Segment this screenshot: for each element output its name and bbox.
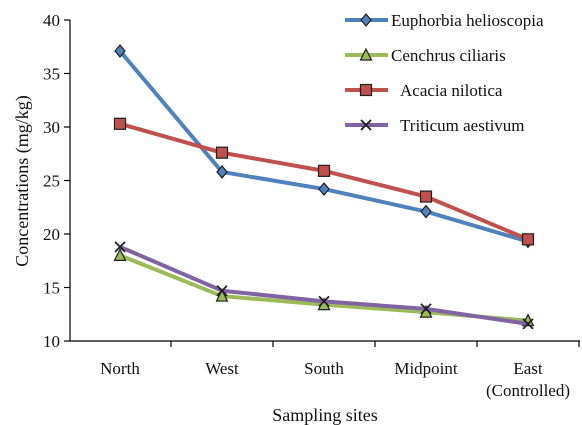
y-tick-label: 15 <box>43 279 60 298</box>
y-tick-label: 40 <box>43 11 60 30</box>
legend-label: Cenchrus ciliaris <box>391 46 506 65</box>
data-point <box>114 241 126 253</box>
y-tick-label: 10 <box>43 332 60 351</box>
y-axis-label: Concentrations (mg/kg) <box>12 95 33 266</box>
x-tick-label: North <box>100 359 140 378</box>
legend-swatch-marker <box>359 47 373 61</box>
legend-swatch-marker <box>360 119 372 131</box>
data-point <box>318 182 330 196</box>
series-line <box>119 245 529 326</box>
data-point <box>216 285 228 297</box>
legend-entry: Acacia nilotica <box>345 81 503 100</box>
x-axis-label: Sampling sites <box>272 405 378 425</box>
legend-swatch-marker <box>359 83 373 97</box>
x-tick-label: (Controlled) <box>486 381 570 400</box>
legend: Euphorbia helioscopia Cenchrus ciliaris Ac… <box>345 11 544 135</box>
data-point <box>114 44 126 58</box>
x-tick-label: West <box>205 359 239 378</box>
y-tick-label: 35 <box>43 65 60 84</box>
x-tick-label: South <box>304 359 344 378</box>
series-layer <box>113 44 535 330</box>
data-point <box>317 164 331 177</box>
data-point <box>215 288 229 302</box>
legend-entry: Triticum aestivum <box>345 116 525 135</box>
series-triticum-aestivum <box>114 241 534 330</box>
y-ticks: 10 15 20 25 30 35 40 <box>43 11 70 351</box>
data-point <box>522 318 534 330</box>
data-point <box>216 165 228 179</box>
x-tick-label: Midpoint <box>394 359 458 378</box>
data-point <box>113 117 127 130</box>
data-point <box>318 295 330 308</box>
data-point <box>420 204 432 219</box>
legend-entry: Euphorbia helioscopia <box>345 11 544 30</box>
legend-label: Triticum aestivum <box>400 116 525 135</box>
data-point <box>113 248 127 261</box>
series-line <box>119 253 529 323</box>
data-point <box>420 303 432 315</box>
x-tick-label: East <box>513 359 543 378</box>
legend-label: Acacia nilotica <box>400 81 503 100</box>
legend-swatch-marker <box>360 13 372 27</box>
legend-entry: Cenchrus ciliaris <box>345 46 506 65</box>
axes <box>69 20 580 342</box>
y-tick-label: 30 <box>43 118 60 137</box>
y-tick-label: 20 <box>43 225 60 244</box>
data-point <box>215 146 229 159</box>
y-tick-label: 25 <box>43 172 60 191</box>
legend-label: Euphorbia helioscopia <box>391 11 544 30</box>
x-ticks: North West South Midpoint East (Controlled) <box>100 341 580 400</box>
series-acacia-nilotica <box>113 117 535 246</box>
data-point <box>521 233 535 246</box>
data-point <box>419 190 433 203</box>
